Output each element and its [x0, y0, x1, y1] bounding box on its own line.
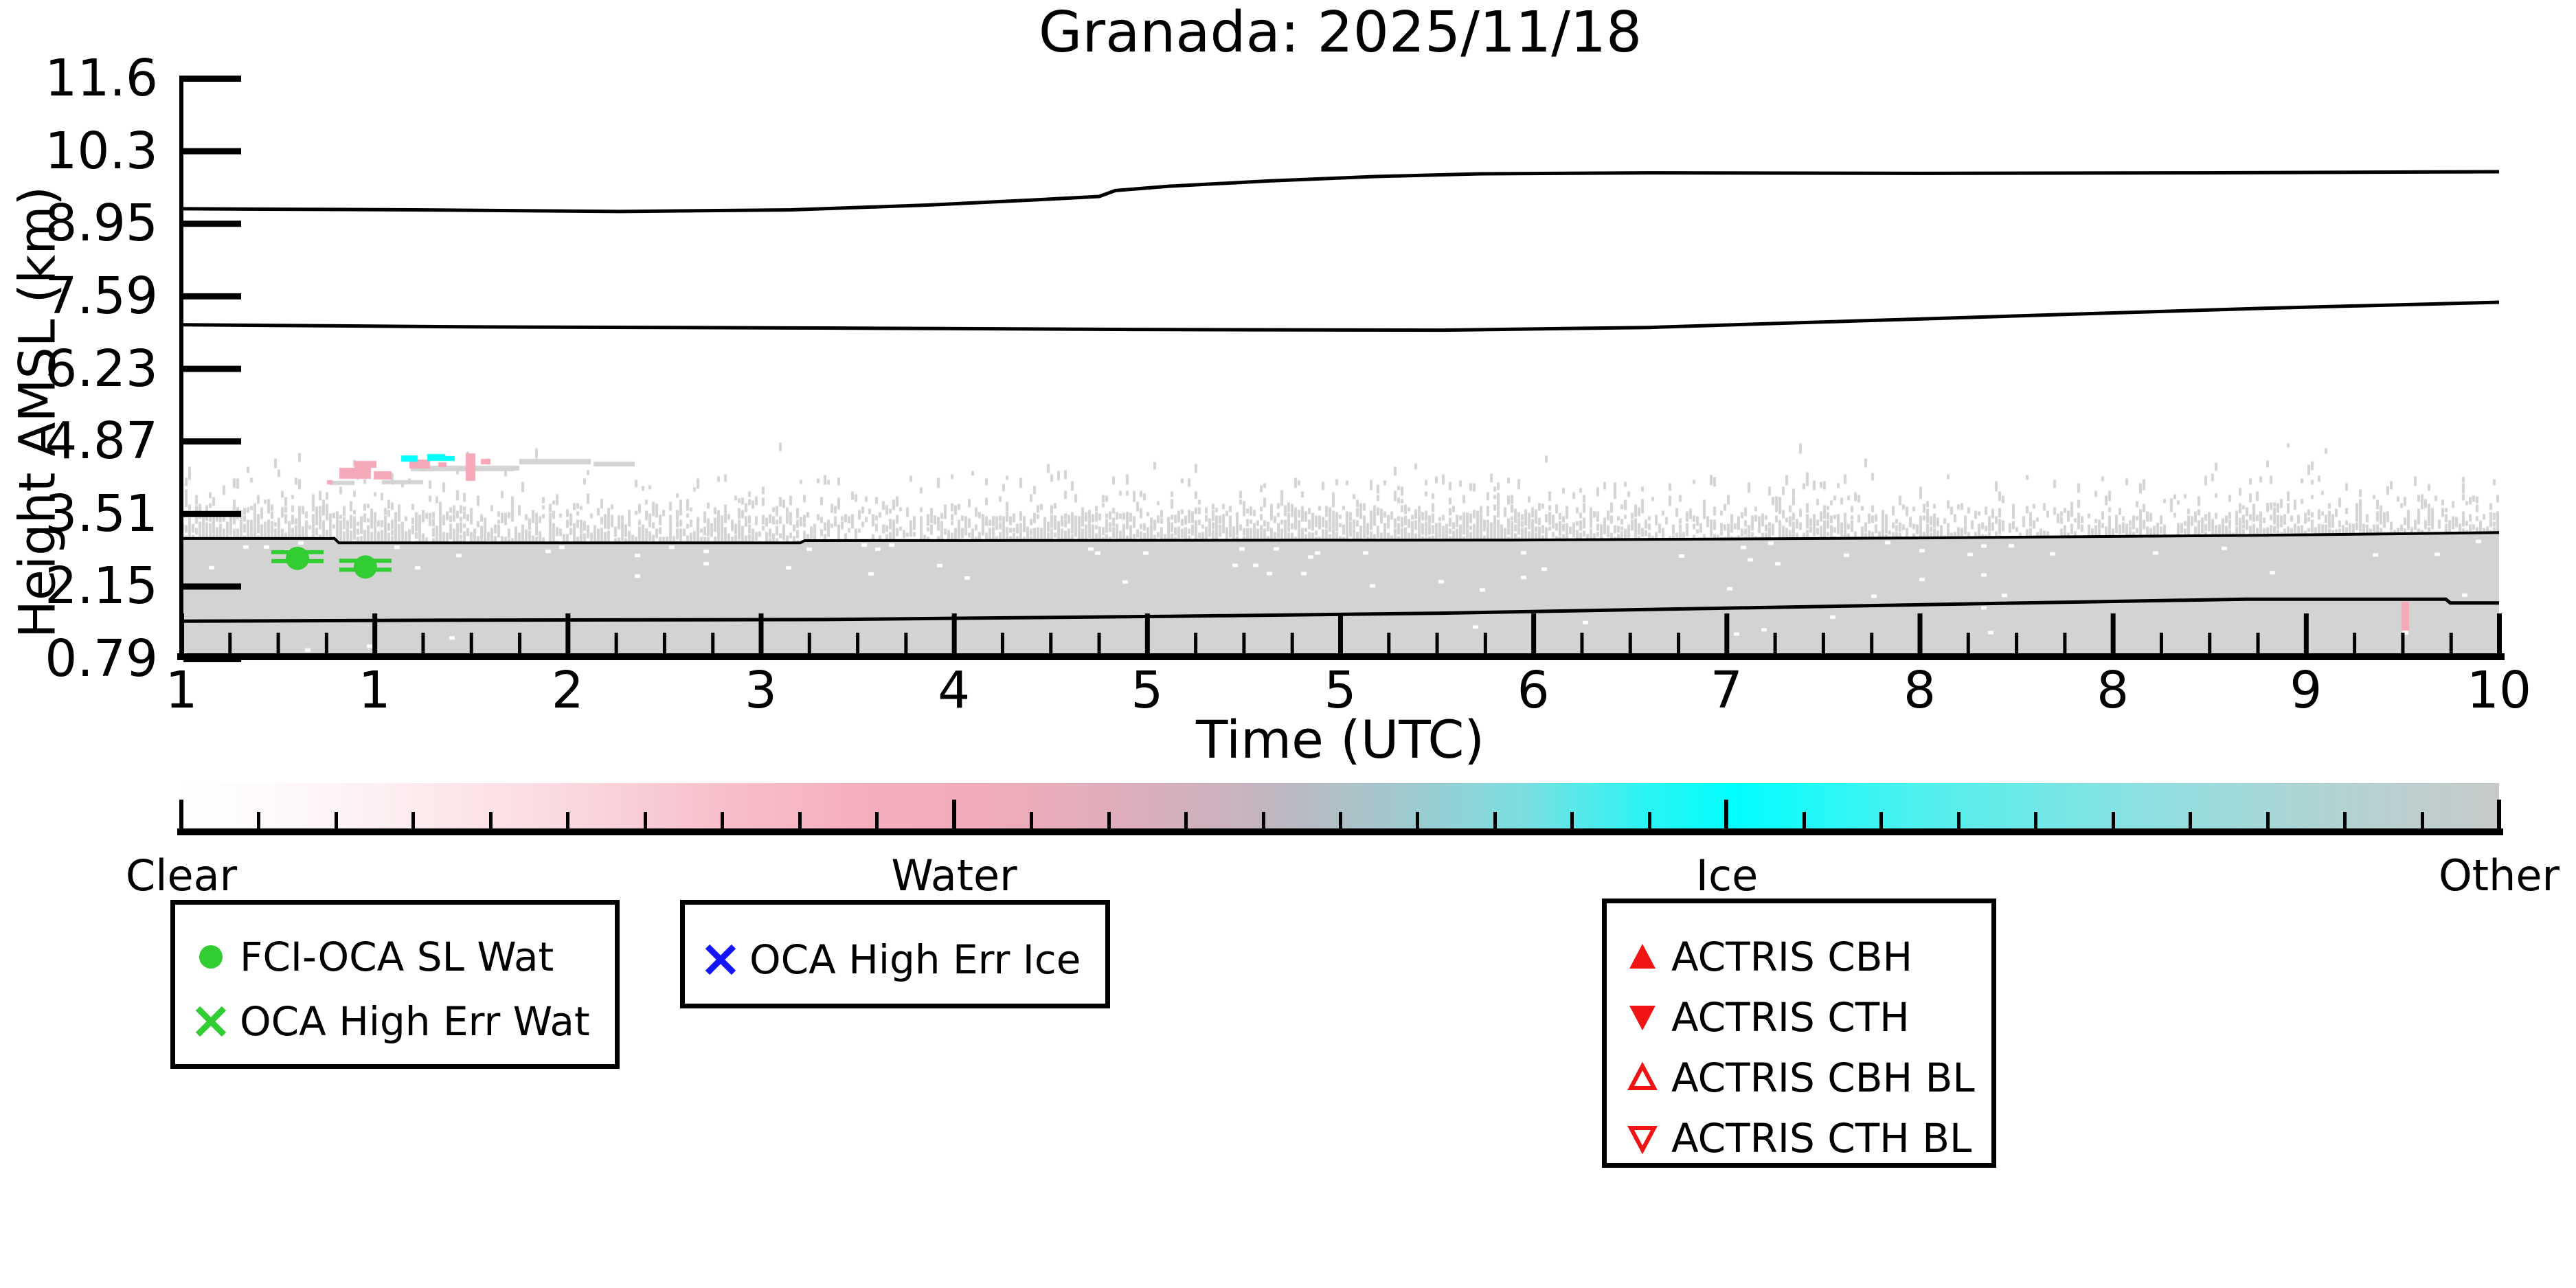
- legend-oca-ice: OCA High Err Ice: [680, 900, 1110, 1008]
- colorbar-label-ice: Ice: [1695, 850, 1759, 901]
- red-triangle-down-filled-icon: [1629, 1006, 1656, 1030]
- blue-x-marker: [705, 944, 736, 975]
- colorbar-minor-tick: [334, 812, 338, 828]
- colorbar-minor-tick: [721, 812, 725, 828]
- y-tick-label: 11.6: [45, 49, 158, 108]
- y-tick-label: 8.95: [45, 194, 158, 253]
- x-tick-label: 8: [1903, 661, 1936, 720]
- legend-actris: ACTRIS CBH ACTRIS CTH ACTRIS CBH BL ACTR…: [1602, 899, 1996, 1168]
- colorbar-minor-tick: [1493, 812, 1497, 828]
- colorbar-major-tick: [2497, 800, 2501, 828]
- green-x-marker: [195, 1006, 227, 1037]
- colorbar-major-tick: [179, 800, 183, 828]
- legend-label: OCA High Err Ice: [749, 936, 1081, 983]
- colorbar-minor-tick: [411, 812, 416, 828]
- colorbar-minor-tick: [1956, 812, 1961, 828]
- y-tick-label: 10.3: [45, 121, 158, 181]
- x-tick-label: 3: [744, 661, 778, 720]
- legend-item-fci-oca-sl-wat: FCI-OCA SL Wat: [192, 932, 554, 982]
- x-tick-label: 5: [1324, 661, 1357, 720]
- y-tick-label: 0.79: [45, 629, 158, 688]
- x-tick-label: 2: [551, 661, 584, 720]
- colorbar-minor-tick: [1261, 812, 1265, 828]
- colorbar-minor-tick: [1647, 812, 1651, 828]
- legend-label: FCI-OCA SL Wat: [240, 934, 554, 980]
- legend-item-oca-high-err-ice: OCA High Err Ice: [701, 935, 1081, 984]
- colorbar-minor-tick: [798, 812, 802, 828]
- colorbar-label-water: Water: [891, 850, 1017, 901]
- y-tick-label: 4.87: [45, 411, 158, 471]
- x-tick-label: 1: [358, 661, 391, 720]
- colorbar-minor-tick: [2420, 812, 2424, 828]
- colorbar-minor-tick: [566, 812, 570, 828]
- colorbar-minor-tick: [875, 812, 879, 828]
- colorbar-minor-tick: [643, 812, 647, 828]
- colorbar-minor-tick: [1030, 812, 1034, 828]
- colorbar-minor-tick: [2034, 812, 2038, 828]
- colorbar-minor-tick: [1570, 812, 1574, 828]
- x-tick-label: 8: [2097, 661, 2129, 720]
- x-tick-label: 6: [1517, 661, 1550, 720]
- legend-fci-oca: FCI-OCA SL Wat OCA High Err Wat: [170, 900, 620, 1069]
- colorbar-minor-tick: [2343, 812, 2347, 828]
- colorbar-major-tick: [1724, 800, 1729, 828]
- colorbar-spine: [177, 828, 2503, 835]
- x-tick-label: 4: [938, 661, 971, 720]
- colorbar-minor-tick: [488, 812, 493, 828]
- colorbar-minor-tick: [2266, 812, 2270, 828]
- colorbar-minor-tick: [1802, 812, 1806, 828]
- legend-item-actris-cbh: ACTRIS CBH: [1623, 932, 1912, 982]
- colorbar-minor-tick: [2189, 812, 2193, 828]
- colorbar-label-clear: Clear: [125, 850, 238, 901]
- y-tick-label: 2.15: [45, 556, 158, 616]
- red-triangle-down-open-icon: [1627, 1126, 1658, 1155]
- x-tick-label: 9: [2290, 661, 2323, 720]
- green-circle-marker: [199, 945, 223, 969]
- legend-label: ACTRIS CTH BL: [1671, 1115, 1972, 1162]
- x-tick-label: 7: [1710, 661, 1743, 720]
- x-axis-label: Time (UTC): [1195, 709, 1485, 770]
- legend-label: ACTRIS CBH: [1671, 934, 1913, 980]
- legend-label: ACTRIS CTH: [1671, 994, 1910, 1041]
- y-tick-label: 6.23: [45, 339, 158, 398]
- legend-label: ACTRIS CBH BL: [1671, 1054, 1975, 1101]
- colorbar-minor-tick: [1416, 812, 1420, 828]
- red-triangle-up-filled-icon: [1629, 944, 1656, 969]
- y-tick-label: 7.59: [45, 266, 158, 326]
- colorbar-minor-tick: [1184, 812, 1188, 828]
- legend-item-actris-cbh-bl: ACTRIS CBH BL: [1623, 1053, 1975, 1103]
- legend-label: OCA High Err Wat: [240, 998, 590, 1045]
- legend-item-actris-cth-bl: ACTRIS CTH BL: [1623, 1114, 1971, 1163]
- red-triangle-up-open-icon: [1627, 1061, 1658, 1090]
- colorbar-minor-tick: [2111, 812, 2115, 828]
- legend-item-actris-cth: ACTRIS CTH: [1623, 993, 1910, 1042]
- page-title: Granada: 2025/11/18: [1038, 0, 1642, 65]
- colorbar-minor-tick: [1879, 812, 1884, 828]
- legend-item-oca-high-err-wat: OCA High Err Wat: [192, 997, 590, 1046]
- x-tick-label: 1: [165, 661, 198, 720]
- colorbar-minor-tick: [257, 812, 261, 828]
- y-tick-label: 3.51: [45, 484, 158, 543]
- colorbar-minor-tick: [1339, 812, 1342, 828]
- colorbar-major-tick: [951, 800, 956, 828]
- colorbar-label-other: Other: [2438, 850, 2560, 901]
- x-tick-label: 5: [1131, 661, 1164, 720]
- colorbar-minor-tick: [1107, 812, 1111, 828]
- classification-field-canvas: [181, 74, 2499, 659]
- x-tick-label: 10: [2466, 661, 2532, 720]
